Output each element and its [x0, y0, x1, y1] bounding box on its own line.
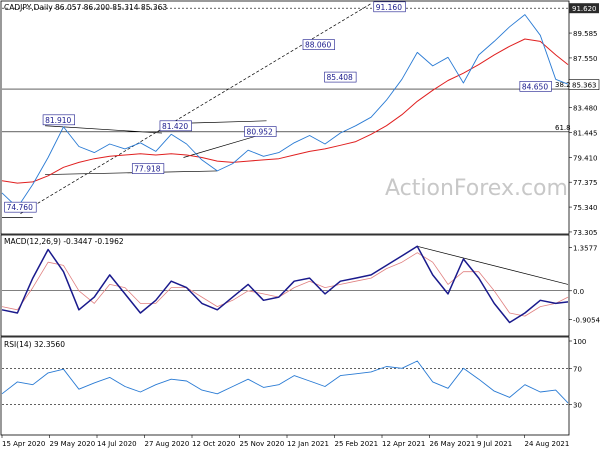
- price-y-tick-label: 75.340: [573, 204, 598, 212]
- annotation-label: 80.952: [247, 128, 273, 137]
- annotation-box: [244, 126, 277, 137]
- annotation-box: [42, 114, 75, 126]
- annotation-label: 88.060: [305, 41, 331, 50]
- watermark: ActionForex.com: [385, 176, 568, 201]
- x-tick-label: 15 Apr 2020: [2, 440, 45, 448]
- price-y-tick-label: 81.445: [573, 129, 598, 137]
- price-header: CADJPY,Daily 86.057 86.200 85.314 85.363: [4, 3, 167, 12]
- x-tick-label: 12 Apr 2021: [382, 440, 425, 448]
- x-tick-label: 14 Jul 2020: [97, 440, 137, 448]
- last-price-box: [568, 79, 600, 90]
- price-line: [1, 14, 569, 209]
- x-tick-label: 9 Jul 2021: [477, 440, 512, 448]
- rsi-panel-frame: [0, 336, 570, 436]
- annotation-box: [131, 163, 165, 174]
- x-tick-label: 26 May 2021: [430, 440, 476, 448]
- x-tick-label: 27 Aug 2020: [145, 440, 190, 448]
- rectangle-lower-line: [183, 132, 267, 158]
- macd-panel-frame: [0, 234, 570, 337]
- macd-y-tick-label: -0.9054: [573, 316, 600, 324]
- annotation-box: [4, 201, 37, 213]
- annotation-label: 77.918: [134, 165, 160, 174]
- fib-level-label: 38.2: [555, 81, 571, 89]
- annotation-label: 85.408: [327, 73, 353, 82]
- annotation-box: [159, 120, 192, 132]
- macd-y-tick-label: 1.3577: [573, 245, 598, 253]
- price-y-tick-label: 79.410: [573, 154, 598, 162]
- last-price-label: 85.363: [572, 82, 597, 90]
- high-marker-label: 91.620: [572, 5, 597, 13]
- triangle-upper-line: [45, 125, 162, 134]
- annotation-box: [324, 71, 357, 83]
- macd-y-tick-label: 0.0: [573, 288, 584, 296]
- macd-header: MACD(12,26,9) -0.3447 -0.1962: [4, 237, 124, 246]
- fib-level-label: 61.8: [555, 124, 571, 132]
- annotation-box: [373, 1, 406, 13]
- annotation-label: 81.420: [162, 122, 188, 131]
- macd-trendline: [417, 246, 569, 285]
- annotation-box: [519, 81, 552, 92]
- price-y-tick-label: 77.375: [573, 179, 598, 187]
- price-y-tick-label: 87.550: [573, 55, 598, 63]
- triangle-lower-line: [45, 170, 218, 175]
- x-tick-label: 12 Jan 2021: [287, 440, 329, 448]
- macd-line: [1, 245, 569, 324]
- annotation-label: 74.760: [7, 203, 33, 212]
- price-panel-frame: [0, 0, 570, 235]
- annotation-label: 84.650: [522, 82, 548, 91]
- rsi-y-tick-label: 100: [573, 338, 586, 346]
- x-tick-label: 24 Aug 2021: [525, 440, 570, 448]
- x-tick-label: 25 Nov 2020: [240, 440, 285, 448]
- annotation-box: [302, 39, 335, 50]
- moving-average-line: [1, 38, 569, 184]
- dashed-trendline: [20, 3, 372, 214]
- rsi-header: RSI(14) 32.3560: [4, 340, 65, 349]
- high-marker-box: [569, 3, 599, 14]
- price-y-tick-label: 83.480: [573, 105, 598, 113]
- x-tick-label: 25 Feb 2021: [335, 440, 379, 448]
- annotation-label: 81.910: [45, 116, 71, 125]
- price-y-tick-label: 73.305: [573, 229, 598, 237]
- price-y-tick-label: 89.585: [573, 30, 598, 38]
- rsi-line: [1, 360, 569, 404]
- rsi-y-tick-label: 70: [573, 365, 582, 373]
- macd-signal-line: [1, 252, 569, 317]
- rsi-y-tick-label: 30: [573, 402, 582, 410]
- rectangle-upper-line: [183, 120, 267, 124]
- x-tick-label: 29 May 2020: [50, 440, 96, 448]
- x-tick-label: 12 Oct 2020: [192, 440, 235, 448]
- annotation-label: 91.160: [376, 3, 402, 12]
